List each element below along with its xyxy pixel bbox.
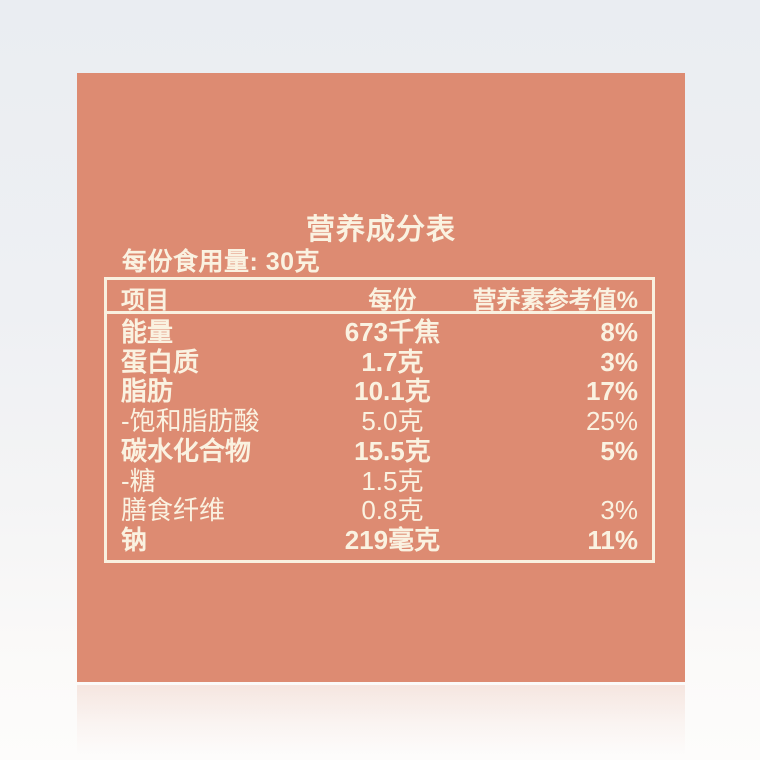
nutrient-amount: 1.5克	[361, 465, 424, 496]
table-row-energy: 能量 673千焦 8%	[121, 319, 638, 345]
table-row-dietary-fiber: 膳食纤维 0.8克 3%	[121, 497, 638, 523]
nutrient-amount: 15.5克	[354, 435, 431, 466]
nutrient-amount: 219毫克	[344, 525, 441, 556]
nutrient-amount: 673千焦	[344, 316, 441, 347]
table-row-carbohydrate: 碳水化合物 15.5克 5%	[121, 438, 638, 464]
nutrient-nrv: 5%	[600, 435, 638, 466]
panel-reflection	[77, 685, 685, 755]
nutrient-nrv: 3%	[600, 495, 638, 526]
nutrition-title: 营养成分表	[305, 214, 456, 246]
col-header-item: 项目	[121, 287, 169, 314]
nutrient-nrv: 8%	[600, 316, 638, 347]
table-row-saturated-fat: -饱和脂肪酸 5.0克 25%	[121, 408, 638, 434]
nutrient-amount: 10.1克	[354, 376, 431, 407]
nutrient-name: -饱和脂肪酸	[121, 406, 260, 437]
nutrient-nrv: 25%	[585, 406, 638, 437]
nutrient-name: 膳食纤维	[121, 495, 226, 526]
nutrient-amount: 1.7克	[361, 346, 424, 377]
nutrient-name: 能量	[121, 316, 174, 347]
serving-size-line: 每份食用量: 30克	[122, 248, 321, 276]
table-row-protein: 蛋白质 1.7克 3%	[121, 349, 638, 375]
nutrient-nrv: 3%	[600, 346, 638, 377]
nutrition-label-panel: 营养成分表 每份食用量: 30克 项目 每份 营养素参考值% 能量 673千焦 …	[77, 73, 685, 682]
nutrient-name: 蛋白质	[121, 346, 200, 377]
table-row-sugar: -糖 1.5克	[121, 468, 638, 494]
nutrient-amount: 0.8克	[361, 495, 424, 526]
col-header-per-serving: 每份	[368, 287, 417, 314]
table-header-row: 项目 每份 营养素参考值%	[107, 280, 652, 314]
nutrient-name: -糖	[121, 465, 156, 496]
nutrient-nrv: 17%	[585, 376, 638, 407]
table-row-fat: 脂肪 10.1克 17%	[121, 378, 638, 404]
nutrient-nrv: 11%	[587, 525, 638, 556]
nutrient-amount: 5.0克	[361, 406, 424, 437]
col-header-nrv: 营养素参考值%	[472, 287, 638, 314]
nutrition-table: 项目 每份 营养素参考值% 能量 673千焦 8% 蛋白质 1.7克 3% 脂肪…	[104, 277, 655, 563]
nutrient-name: 钠	[121, 525, 148, 556]
table-body: 能量 673千焦 8% 蛋白质 1.7克 3% 脂肪 10.1克 17% -饱和…	[107, 314, 652, 560]
table-row-sodium: 钠 219毫克 11%	[121, 527, 638, 553]
nutrient-name: 碳水化合物	[121, 435, 252, 466]
nutrient-name: 脂肪	[121, 376, 174, 407]
